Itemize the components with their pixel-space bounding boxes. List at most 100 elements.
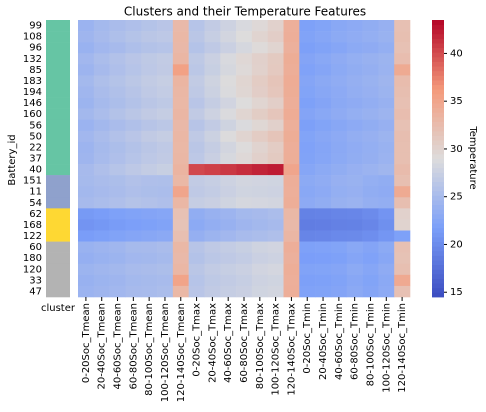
colorbar-segment bbox=[432, 56, 444, 62]
cluster-cell bbox=[46, 208, 70, 220]
heat-cell bbox=[172, 31, 189, 43]
heat-cell bbox=[315, 86, 332, 98]
heat-cell bbox=[157, 119, 174, 132]
y-tick-label: 60 bbox=[29, 242, 42, 253]
heat-cell bbox=[346, 186, 363, 198]
heat-cell bbox=[330, 186, 348, 198]
cluster-cell bbox=[46, 164, 70, 176]
colorbar-segment bbox=[432, 200, 444, 206]
heat-cell bbox=[330, 108, 348, 121]
heat-cell bbox=[394, 53, 411, 65]
heat-cell bbox=[283, 164, 300, 176]
heat-cell bbox=[330, 141, 348, 154]
heat-cell bbox=[157, 241, 174, 253]
heat-cell bbox=[283, 186, 300, 198]
heat-cell bbox=[394, 164, 411, 176]
heat-cell bbox=[251, 42, 269, 54]
colorbar-segment bbox=[432, 70, 444, 76]
heat-cell bbox=[188, 130, 205, 143]
heat-cell bbox=[141, 119, 158, 132]
colorbar-segment bbox=[432, 75, 444, 81]
heat-cell bbox=[267, 175, 284, 187]
heat-cell bbox=[220, 263, 237, 276]
heat-cell bbox=[109, 285, 126, 298]
heat-cell bbox=[157, 108, 174, 121]
heat-cell bbox=[188, 31, 205, 43]
heat-cell bbox=[315, 175, 332, 187]
heat-cell bbox=[220, 97, 237, 109]
heat-cell bbox=[220, 31, 237, 43]
heat-cell bbox=[315, 97, 332, 109]
heat-cell bbox=[236, 64, 253, 76]
heat-cell bbox=[315, 75, 332, 87]
colorbar-segment bbox=[432, 144, 444, 150]
heat-cell bbox=[362, 274, 379, 287]
heat-cell bbox=[362, 42, 379, 54]
heat-cell bbox=[283, 208, 300, 220]
heat-cell bbox=[267, 186, 284, 198]
heat-cell bbox=[78, 42, 95, 54]
heat-cell bbox=[283, 285, 300, 298]
heat-cell bbox=[267, 20, 284, 32]
heat-cell bbox=[299, 31, 316, 43]
heat-cell bbox=[188, 86, 205, 98]
heat-cell bbox=[157, 219, 174, 231]
heat-cell bbox=[315, 31, 332, 43]
heat-cell bbox=[141, 86, 158, 98]
heat-cell bbox=[251, 31, 269, 43]
heat-cell bbox=[188, 141, 205, 154]
heat-cell bbox=[141, 97, 158, 109]
heat-cell bbox=[78, 230, 95, 242]
heat-cell bbox=[204, 164, 221, 176]
colorbar-segment bbox=[432, 107, 444, 113]
heat-cell bbox=[251, 274, 269, 287]
colorbar-segment bbox=[432, 167, 444, 173]
heat-cell bbox=[141, 141, 158, 154]
x-tick-label: 20-40Soc_Tmean bbox=[97, 303, 108, 390]
heat-cell bbox=[141, 42, 158, 54]
heat-cell bbox=[267, 64, 284, 76]
x-tick-label: 20-40Soc_Tmin bbox=[318, 303, 329, 380]
heat-cell bbox=[362, 64, 379, 76]
heat-cell bbox=[125, 130, 142, 143]
heat-cell bbox=[172, 230, 189, 242]
heat-cell bbox=[251, 197, 269, 209]
heat-cell bbox=[141, 186, 158, 198]
heat-cell bbox=[109, 208, 126, 220]
heat-cell bbox=[236, 285, 253, 298]
heat-cell bbox=[236, 141, 253, 154]
heat-cell bbox=[394, 130, 411, 143]
heat-cell bbox=[109, 108, 126, 121]
heat-cell bbox=[299, 42, 316, 54]
heat-cell bbox=[267, 208, 284, 220]
colorbar-segment bbox=[432, 80, 444, 86]
heat-cell bbox=[236, 97, 253, 109]
heat-cell bbox=[141, 152, 158, 165]
colorbar-segment bbox=[432, 47, 444, 53]
heat-cell bbox=[109, 31, 126, 43]
x-tick-label: 120-140Soc_Tmin bbox=[397, 303, 408, 393]
heat-cell bbox=[157, 285, 174, 298]
heat-cell bbox=[346, 152, 363, 165]
x-tick-label: 0-20Soc_Tmin bbox=[302, 303, 313, 374]
heat-cell bbox=[204, 252, 221, 265]
colorbar-segment bbox=[432, 121, 444, 127]
heat-cell bbox=[299, 108, 316, 121]
heat-cell bbox=[141, 175, 158, 187]
heat-cell bbox=[157, 75, 174, 87]
heat-cell bbox=[188, 285, 205, 298]
heat-cell bbox=[78, 285, 95, 298]
heat-cell bbox=[362, 241, 379, 253]
heat-cell bbox=[346, 230, 363, 242]
heat-cell bbox=[251, 186, 269, 198]
colorbar-segment bbox=[432, 223, 444, 229]
heat-cell bbox=[346, 219, 363, 231]
heat-cell bbox=[283, 152, 300, 165]
heat-cell bbox=[236, 208, 253, 220]
heat-cell bbox=[172, 119, 189, 132]
heat-cell bbox=[172, 86, 189, 98]
heat-cell bbox=[330, 53, 348, 65]
colorbar-segment bbox=[432, 52, 444, 58]
heat-cell bbox=[125, 241, 142, 253]
heat-cell bbox=[172, 164, 189, 176]
